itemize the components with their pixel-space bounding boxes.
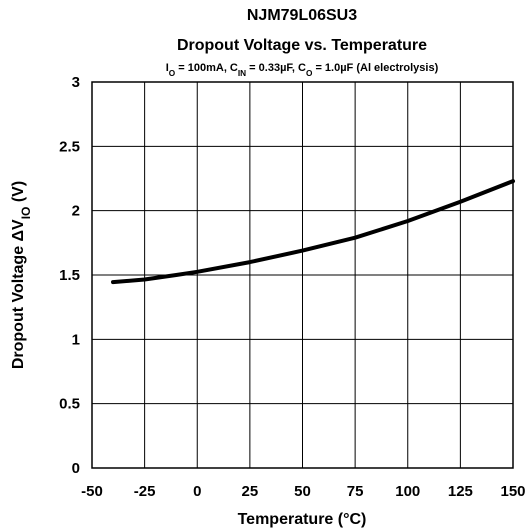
y-tick-label: 0.5 <box>59 396 80 413</box>
chart-title: Dropout Voltage vs. Temperature <box>177 37 427 54</box>
x-tick-label: 150 <box>500 483 525 500</box>
text-part: = 100mA, C <box>175 62 238 74</box>
subscript: IO <box>19 207 33 220</box>
text-part: I <box>166 62 169 74</box>
y-axis-label: Dropout Voltage ΔVIO (V) <box>10 181 33 369</box>
subscript: O <box>169 69 176 78</box>
subscript: IN <box>238 69 246 78</box>
x-tick-label: -50 <box>81 483 103 500</box>
x-tick-label: 100 <box>395 483 420 500</box>
plot-frame <box>91 81 514 469</box>
y-tick-label: 2 <box>72 203 80 220</box>
x-tick-label: 0 <box>193 483 201 500</box>
y-tick-label: 0 <box>72 460 80 477</box>
text-part: = 0.33µF, C <box>246 62 306 74</box>
chart-title: NJM79L06SU3 <box>247 7 357 24</box>
text-part: Dropout Voltage ΔV <box>10 219 27 369</box>
data-line <box>111 179 515 285</box>
x-tick-label: 25 <box>242 483 259 500</box>
x-tick-label: 125 <box>448 483 473 500</box>
x-tick-label: 75 <box>347 483 364 500</box>
x-tick-label: -25 <box>134 483 156 500</box>
y-tick-label: 1.5 <box>59 267 80 284</box>
y-tick-label: 2.5 <box>59 138 80 155</box>
y-tick-label: 3 <box>72 74 80 91</box>
chart-subtitle: IO = 100mA, CIN = 0.33µF, CO = 1.0µF (Al… <box>166 62 439 78</box>
subscript: O <box>306 69 313 78</box>
x-tick-label: 50 <box>294 483 311 500</box>
y-tick-label: 1 <box>72 331 80 348</box>
x-axis-label: Temperature (°C) <box>238 511 367 528</box>
text-part: (V) <box>10 181 27 207</box>
text-part: = 1.0µF (Al electrolysis) <box>312 62 438 74</box>
